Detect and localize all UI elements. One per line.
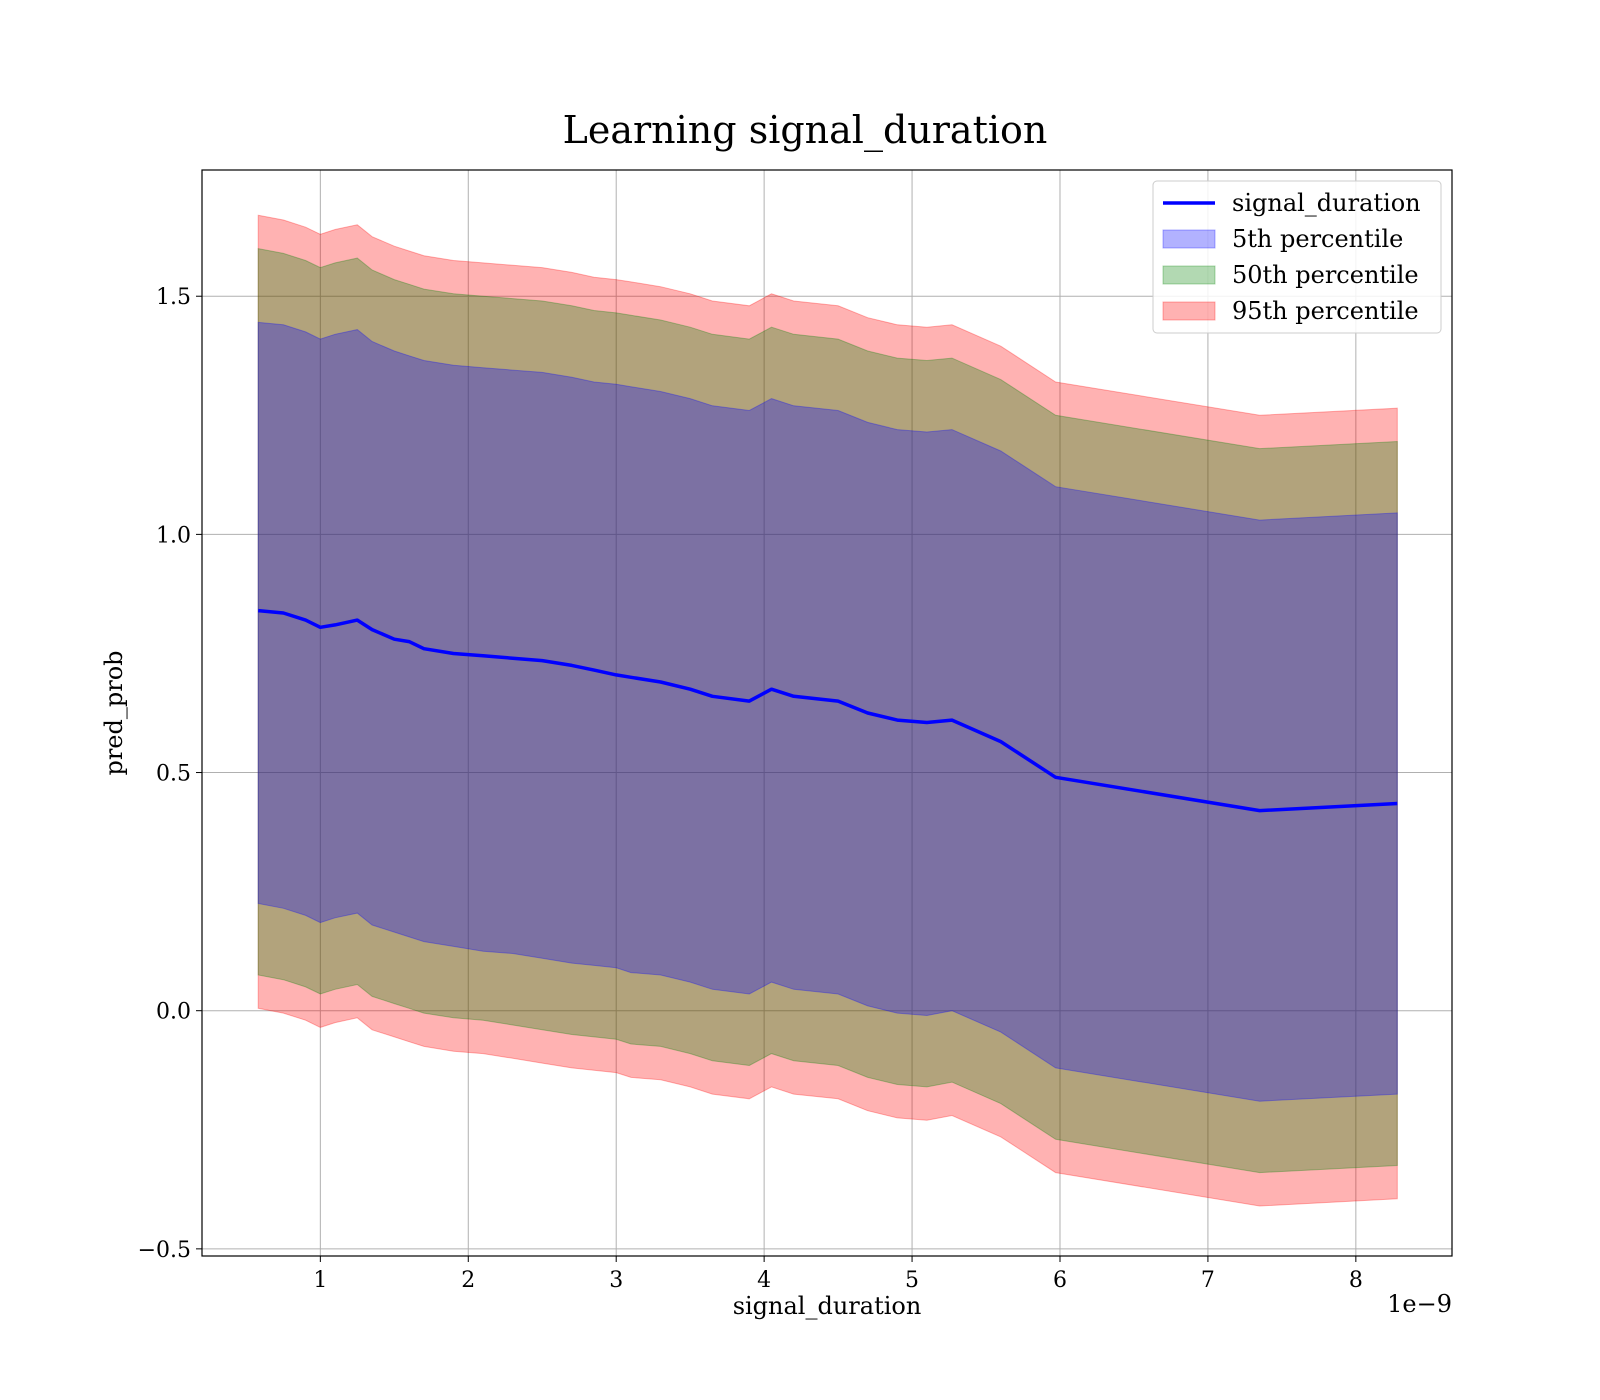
grid xyxy=(202,170,1452,1256)
legend-label: 95th percentile xyxy=(1232,297,1419,325)
legend-label: signal_duration xyxy=(1232,189,1421,217)
x-tick-label: 3 xyxy=(609,1268,623,1293)
legend-box xyxy=(1152,180,1442,334)
percentile-bands xyxy=(257,214,1398,1207)
legend-swatch xyxy=(1162,301,1216,321)
y-axis-ticks: −0.5 0.0 0.5 1.0 1.5 xyxy=(138,285,202,1263)
plot-frame xyxy=(201,169,1453,1257)
x-tick-label: 1 xyxy=(313,1268,327,1293)
series-lines xyxy=(258,608,1398,813)
y-tick-label: 1.0 xyxy=(156,523,191,548)
legend-label: 5th percentile xyxy=(1232,225,1403,253)
y-tick-label: 1.5 xyxy=(156,285,191,310)
band-50th-percentile xyxy=(257,247,1398,1174)
legend: signal_duration 5th percentile 50th percen… xyxy=(1152,180,1442,334)
y-tick-label: 0.0 xyxy=(156,1000,191,1025)
y-tick-label: 0.5 xyxy=(156,762,191,787)
y-axis-label: pred_prob xyxy=(100,650,128,775)
series-line-signal_duration xyxy=(258,608,1398,813)
x-axis-ticks: 1 2 3 4 5 6 7 8 xyxy=(313,1256,1363,1293)
x-tick-label: 7 xyxy=(1201,1268,1215,1293)
legend-swatch xyxy=(1162,265,1216,285)
legend-label: 50th percentile xyxy=(1232,261,1419,289)
chart-title: Learning signal_duration xyxy=(563,108,1048,153)
x-tick-label: 6 xyxy=(1053,1268,1067,1293)
x-offset-text: 1e−9 xyxy=(1387,1290,1452,1318)
x-tick-label: 5 xyxy=(905,1268,919,1293)
legend-swatch xyxy=(1162,229,1216,249)
x-axis-label: signal_duration xyxy=(733,1292,922,1320)
x-tick-label: 2 xyxy=(461,1268,475,1293)
band-5th-percentile xyxy=(257,321,1398,1102)
x-tick-label: 4 xyxy=(757,1268,771,1293)
band-95th-percentile xyxy=(257,214,1398,1207)
x-tick-label: 8 xyxy=(1349,1268,1363,1293)
y-tick-label: −0.5 xyxy=(138,1238,191,1263)
